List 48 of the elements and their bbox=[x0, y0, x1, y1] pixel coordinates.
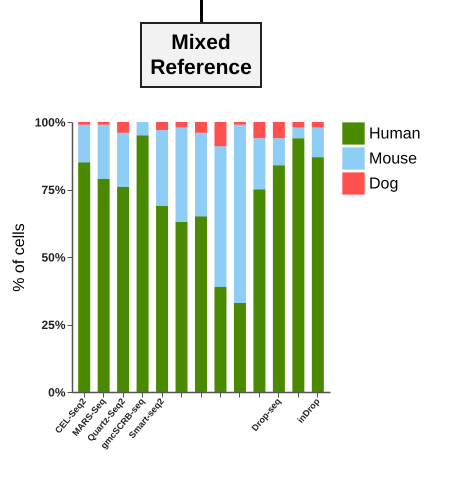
bar bbox=[234, 122, 246, 125]
bar bbox=[117, 132, 130, 187]
bar bbox=[136, 136, 149, 392]
chart-title: Mixed Reference bbox=[140, 22, 262, 88]
bar bbox=[78, 162, 90, 392]
bar bbox=[234, 302, 246, 392]
y-axis-title: % of cells bbox=[10, 223, 28, 292]
bar bbox=[156, 206, 168, 392]
bar bbox=[98, 122, 110, 125]
bar bbox=[136, 122, 149, 136]
bar bbox=[292, 138, 304, 392]
bar bbox=[195, 132, 207, 216]
y-tick-label: 0% bbox=[48, 386, 66, 400]
bar bbox=[253, 190, 266, 392]
legend-label: Human bbox=[369, 126, 421, 142]
bar bbox=[312, 157, 324, 392]
bar bbox=[176, 122, 188, 128]
bar bbox=[272, 138, 285, 166]
y-tick-label: 100% bbox=[34, 116, 66, 130]
bar bbox=[156, 122, 168, 130]
bar bbox=[78, 122, 90, 125]
bar bbox=[253, 138, 266, 190]
bar bbox=[117, 186, 130, 392]
bar bbox=[176, 222, 188, 392]
legend-label: Dog bbox=[369, 176, 398, 192]
bar bbox=[78, 124, 90, 162]
bar bbox=[234, 124, 246, 303]
bar bbox=[292, 127, 304, 138]
bar bbox=[214, 122, 226, 146]
bar bbox=[195, 122, 207, 133]
bar bbox=[214, 146, 226, 287]
y-tick-label: 25% bbox=[41, 318, 66, 332]
bar bbox=[98, 178, 110, 392]
y-tick-label: 50% bbox=[41, 250, 66, 264]
bar bbox=[292, 122, 304, 128]
bar bbox=[272, 165, 285, 392]
bar bbox=[98, 124, 110, 179]
bar bbox=[253, 122, 266, 138]
bar bbox=[117, 122, 130, 133]
bar bbox=[272, 122, 285, 138]
legend-label: Mouse bbox=[369, 150, 418, 168]
bar bbox=[214, 286, 226, 392]
bar bbox=[312, 127, 324, 158]
bar bbox=[312, 122, 324, 128]
bar bbox=[156, 130, 168, 206]
y-tick-label: 75% bbox=[41, 183, 66, 197]
bar bbox=[176, 127, 188, 222]
bar bbox=[195, 216, 207, 392]
